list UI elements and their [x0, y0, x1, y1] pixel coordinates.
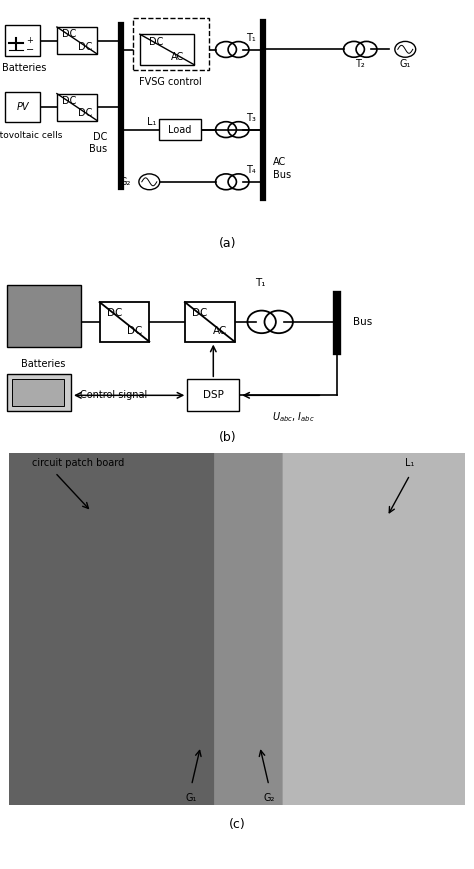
- Text: T₃: T₃: [246, 113, 256, 123]
- Text: DC: DC: [192, 308, 208, 318]
- Text: Bus: Bus: [273, 169, 291, 180]
- Text: G₁: G₁: [186, 793, 197, 803]
- Bar: [133, 18, 209, 70]
- Text: AC: AC: [273, 157, 286, 167]
- Text: G₂: G₂: [120, 176, 131, 187]
- Text: $U_{abc}$, $I_{abc}$: $U_{abc}$, $I_{abc}$: [273, 410, 315, 424]
- Text: DC: DC: [149, 37, 164, 48]
- Bar: [7, 285, 81, 348]
- Text: Batteries: Batteries: [2, 63, 47, 73]
- Bar: [185, 302, 235, 342]
- Text: Load: Load: [168, 124, 192, 135]
- Text: Photovoltaic cells: Photovoltaic cells: [0, 131, 62, 141]
- Text: Bus: Bus: [353, 317, 373, 327]
- Bar: [100, 302, 149, 342]
- Text: AC: AC: [172, 51, 184, 62]
- Text: +: +: [27, 36, 33, 45]
- Text: Control signal: Control signal: [80, 390, 147, 401]
- Text: G₂: G₂: [263, 793, 274, 803]
- Bar: [57, 94, 97, 121]
- Text: DC: DC: [127, 326, 142, 336]
- Text: FVSG control: FVSG control: [139, 76, 202, 87]
- Text: circuit patch board: circuit patch board: [32, 458, 125, 468]
- Text: PV: PV: [16, 102, 29, 112]
- Text: DC: DC: [62, 30, 76, 39]
- Text: (a): (a): [219, 236, 236, 249]
- Bar: [140, 34, 194, 65]
- Text: −: −: [26, 44, 34, 55]
- Text: T₁: T₁: [255, 278, 266, 289]
- Text: Bus: Bus: [90, 144, 108, 155]
- Bar: [57, 27, 97, 54]
- Text: AC: AC: [212, 326, 227, 336]
- Text: DC: DC: [93, 132, 108, 142]
- Text: T₂: T₂: [356, 59, 365, 69]
- Bar: [7, 406, 71, 411]
- Bar: [5, 25, 40, 56]
- Text: T₁: T₁: [246, 33, 256, 43]
- Text: DSP: DSP: [203, 390, 224, 401]
- Bar: [187, 379, 239, 411]
- Bar: [5, 92, 40, 123]
- Text: DC: DC: [78, 42, 92, 52]
- Bar: [159, 119, 201, 141]
- Text: (b): (b): [219, 431, 237, 444]
- Text: T₄: T₄: [246, 165, 256, 175]
- Text: L₁: L₁: [147, 116, 156, 127]
- Bar: [12, 379, 64, 406]
- Text: Batteries: Batteries: [21, 360, 66, 369]
- Text: G₁: G₁: [400, 59, 411, 69]
- Text: DC: DC: [62, 96, 76, 106]
- Text: (c): (c): [228, 818, 246, 831]
- Bar: [7, 374, 71, 411]
- Text: DC: DC: [78, 109, 92, 118]
- Text: DC: DC: [107, 308, 122, 318]
- Text: L₁: L₁: [405, 458, 415, 468]
